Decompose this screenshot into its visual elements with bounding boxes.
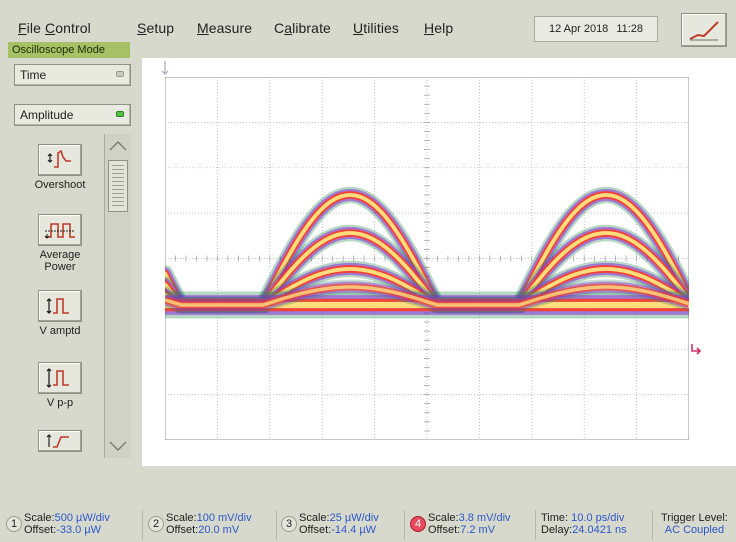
measurement-average-power[interactable]: Average Power [20, 214, 100, 273]
time-text: 11:28 [616, 23, 644, 35]
measurement-partial[interactable] [20, 430, 100, 455]
menu-calibrate[interactable]: Calibrate [274, 20, 331, 36]
date-time-display: 12 Apr 2018 11:28 [534, 16, 658, 42]
menu-utilities[interactable]: Utilities [353, 20, 400, 36]
rise-time-icon [46, 434, 69, 448]
channel-1-offset: -33.0 µW [56, 524, 102, 536]
menu-file[interactable]: File [18, 20, 41, 36]
channel-3-badge[interactable]: 3 [281, 516, 297, 532]
menu-setup[interactable]: Setup [137, 20, 175, 36]
v-amptd-icon [46, 298, 69, 314]
measurement-v-amptd[interactable]: V amptd [20, 290, 100, 337]
time-dropdown[interactable]: Time [14, 64, 131, 86]
channel-4-info[interactable]: 4 Scale:3.8 mV/div Offset:7.2 mV [410, 512, 532, 538]
measurement-label: Average Power [39, 249, 81, 273]
measurement-overshoot[interactable]: Overshoot [20, 144, 100, 191]
trigger-info[interactable]: Trigger Level: AC Coupled [661, 512, 728, 536]
v-amptd-button[interactable] [38, 290, 82, 322]
partial-measurement-button[interactable] [38, 430, 82, 452]
time-led-icon [116, 71, 124, 77]
chevron-up-icon[interactable] [107, 138, 129, 154]
eye-diagram-trace [165, 186, 689, 319]
amplitude-dropdown[interactable]: Amplitude [14, 104, 131, 126]
eye-diagram-plot[interactable] [165, 77, 689, 440]
chevron-down-icon[interactable] [107, 438, 129, 454]
channel-2-badge[interactable]: 2 [148, 516, 164, 532]
menu-help[interactable]: Help [424, 20, 454, 36]
measurement-panel: Overshoot Average Power [14, 134, 131, 458]
time-dropdown-label: Time [20, 68, 47, 82]
date-text: 12 Apr 2018 [548, 23, 609, 35]
time-delay: 24.0421 ns [572, 524, 627, 536]
measurement-list: Overshoot Average Power [14, 134, 102, 458]
v-pp-icon [46, 368, 69, 388]
channel-3-info[interactable]: 3 Scale:25 µW/div Offset:-14.4 µW [281, 512, 399, 538]
trigger-coupling: AC Coupled [664, 524, 725, 536]
channel-3-scale: 25 µW/div [329, 512, 379, 524]
average-power-button[interactable] [38, 214, 82, 246]
channel-2-scale: 100 mV/div [196, 512, 252, 524]
overshoot-icon [47, 149, 71, 168]
measurement-v-pp[interactable]: V p-p [20, 362, 100, 409]
channel-1-badge[interactable]: 1 [6, 516, 22, 532]
measurement-scrollbar[interactable] [104, 134, 131, 458]
timebase-info[interactable]: Time: 10.0 ps/div Delay:24.0421 ns [541, 512, 627, 536]
channel-2-info[interactable]: 2 Scale:100 mV/div Offset:20.0 mV [148, 512, 270, 538]
channel-4-scale: 3.8 mV/div [458, 512, 511, 524]
mode-indicator: Oscilloscope Mode [8, 42, 130, 58]
top-left-marker-icon [161, 61, 169, 75]
measurement-label: V amptd [39, 325, 81, 337]
scroll-thumb[interactable] [108, 160, 128, 212]
channel-3-offset: -14.4 µW [331, 524, 377, 536]
menu-control[interactable]: Control [45, 20, 91, 36]
v-pp-button[interactable] [38, 362, 82, 394]
trigger-marker-icon [691, 344, 702, 355]
channel-1-info[interactable]: 1 Scale:500 µW/div Offset:-33.0 µW [6, 512, 138, 538]
amplitude-dropdown-label: Amplitude [20, 108, 74, 122]
channel-4-offset: 7.2 mV [460, 524, 496, 536]
channel-4-badge[interactable]: 4 [410, 516, 426, 532]
trigger-level-label: Trigger Level: [661, 512, 728, 524]
average-power-icon [44, 223, 75, 239]
measurement-label: V p-p [46, 397, 74, 409]
menu-measure[interactable]: Measure [197, 20, 253, 36]
measurement-label: Overshoot [34, 179, 86, 191]
trend-line-icon [689, 21, 719, 41]
channel-2-offset: 20.0 mV [198, 524, 240, 536]
amplitude-led-icon [116, 111, 124, 117]
channel-1-scale: 500 µW/div [54, 512, 110, 524]
overshoot-button[interactable] [38, 144, 82, 176]
time-scale: 10.0 ps/div [571, 512, 625, 524]
status-bar: 1 Scale:500 µW/div Offset:-33.0 µW 2 Sca… [0, 466, 736, 542]
trend-button[interactable] [681, 13, 727, 47]
